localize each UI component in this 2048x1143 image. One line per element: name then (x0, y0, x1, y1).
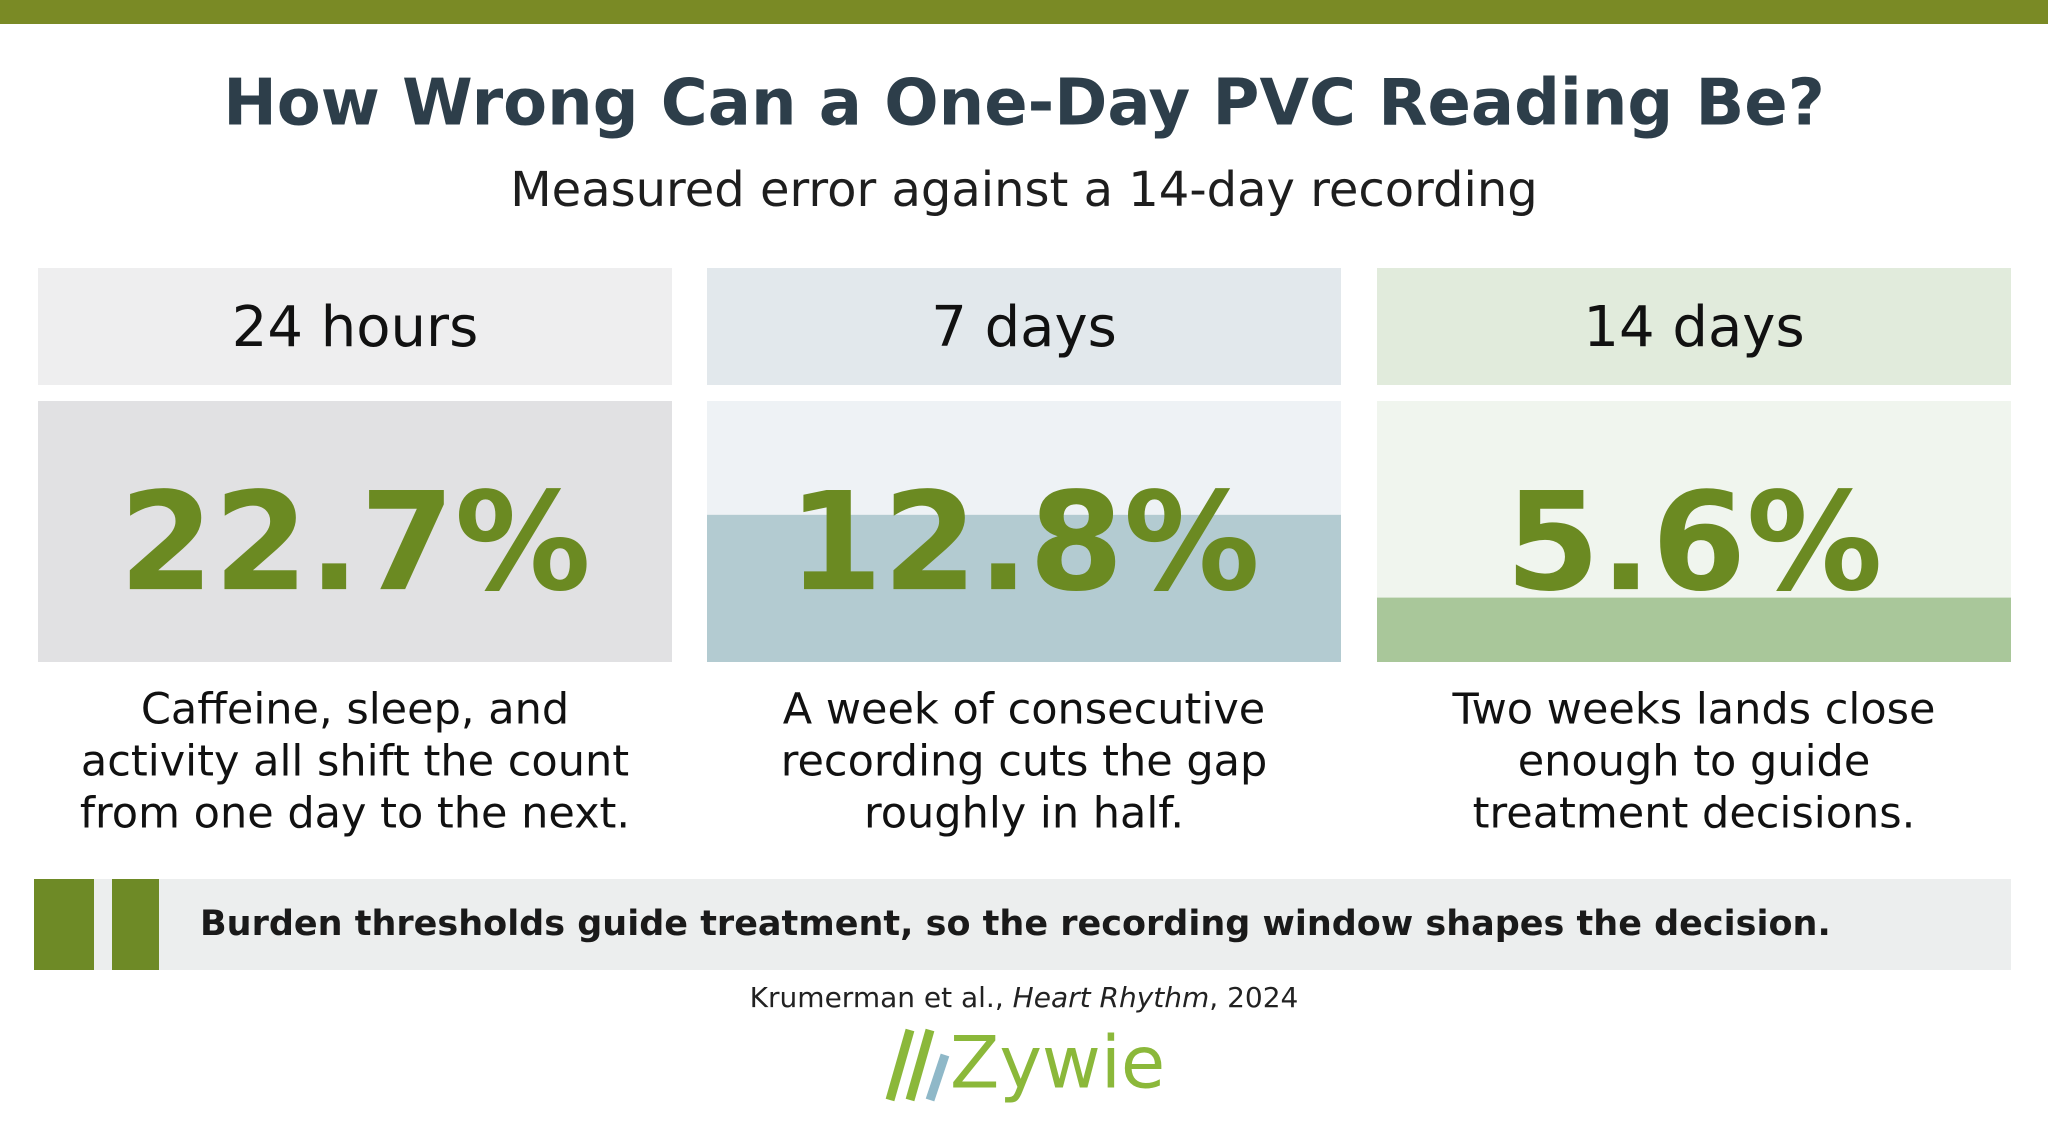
logo: Zywie (885, 1021, 1165, 1105)
card-description: treatment decisions. (1473, 789, 1916, 839)
banner-block (34, 879, 94, 970)
card-description: recording cuts the gap (781, 737, 1268, 787)
value-label: 12.8% (788, 464, 1260, 622)
card-header (707, 268, 1341, 385)
card-description: roughly in half. (864, 789, 1184, 839)
logo-slash (925, 1053, 950, 1102)
banner (34, 879, 2011, 970)
banner-text: Burden thresholds guide treatment, so th… (200, 904, 1831, 944)
banner-block (112, 879, 159, 970)
card-description: activity all shift the count (81, 737, 629, 787)
value-bar (707, 514, 1341, 662)
card-description: from one day to the next. (80, 789, 630, 839)
logo-text: Zywie (950, 1021, 1165, 1105)
card-label: 7 days (931, 295, 1117, 360)
citation: Krumerman et al., Heart Rhythm, 2024 (750, 981, 1299, 1014)
card-label: 24 hours (232, 295, 479, 360)
citation-year: , 2024 (1209, 981, 1298, 1014)
value-label: 22.7% (119, 464, 591, 622)
card-description: Two weeks lands close (1451, 685, 1935, 735)
card-header (1377, 268, 2011, 385)
card-description: enough to guide (1518, 737, 1871, 787)
value-label: 5.6% (1505, 464, 1882, 622)
logo-slash (885, 1028, 915, 1102)
citation-authors: Krumerman et al., (750, 981, 1004, 1014)
value-bar (1377, 597, 2011, 662)
card-description: A week of consecutive (783, 685, 1266, 735)
subtitle: Measured error against a 14-day recordin… (510, 162, 1538, 218)
cards: 24 hours 22.7% Caffeine, sleep, andactivit… (38, 268, 2011, 839)
top-bar (0, 0, 2048, 24)
logo-slash (905, 1028, 935, 1102)
card-header (38, 268, 672, 385)
card-description: Caffeine, sleep, and (141, 685, 569, 735)
card-label: 14 days (1583, 295, 1804, 360)
title: How Wrong Can a One-Day PVC Reading Be? (223, 67, 1825, 141)
value-bar (38, 401, 672, 662)
citation-journal: Heart Rhythm (1013, 981, 1210, 1014)
